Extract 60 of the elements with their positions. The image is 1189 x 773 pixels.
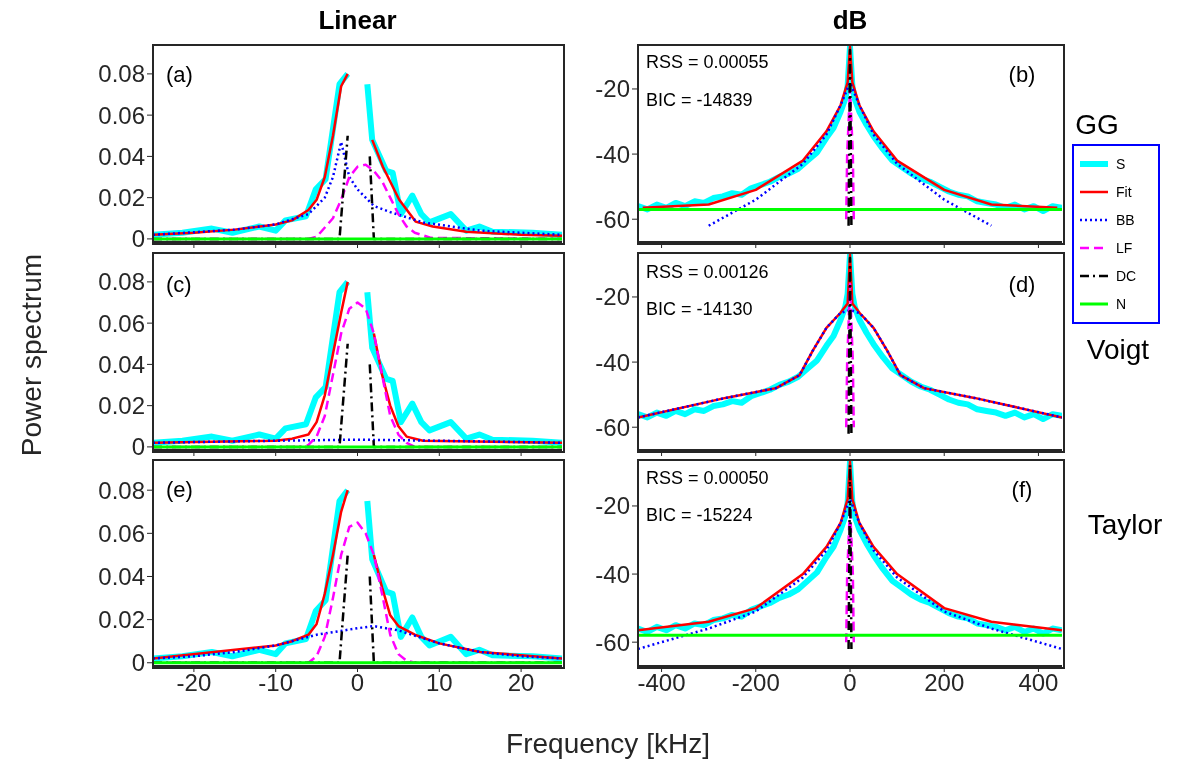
y-tick-label: -40 (595, 560, 630, 588)
chart-title: dB (831, 5, 869, 36)
y-tick-label: -20 (595, 283, 630, 311)
annotation: (b) (1008, 62, 1036, 88)
legend-label: LF (1116, 240, 1133, 256)
x-tick-label: 200 (924, 669, 965, 697)
y-tick-label: 0.08 (98, 268, 145, 296)
annotation: RSS = 0.00126 (646, 261, 769, 283)
annotation: (e) (166, 477, 193, 503)
y-tick-label: 0 (131, 649, 145, 677)
annotation: RSS = 0.00050 (646, 467, 769, 489)
y-tick-label: 0.06 (98, 309, 145, 337)
x-tick-label: 0 (843, 669, 857, 697)
x-tick-label: 400 (1018, 669, 1059, 697)
annotation: (d) (1008, 272, 1036, 298)
text: Taylor (1087, 509, 1163, 541)
x-tick-label: 0 (350, 669, 365, 697)
y-tick-label: 0 (131, 433, 145, 461)
annotation: (c) (166, 272, 192, 298)
y-tick-label: 0.04 (98, 142, 145, 170)
annotation: RSS = 0.00055 (646, 51, 769, 73)
y-tick-label: 0.04 (98, 563, 145, 590)
y-tick-label: -60 (595, 205, 630, 233)
text: GG (1075, 109, 1119, 141)
x-tick-label: 20 (507, 669, 535, 697)
y-tick-label: 0.08 (98, 60, 145, 88)
line-series (153, 624, 562, 660)
annotation: (f) (1011, 477, 1033, 503)
y-tick-label: 0.02 (98, 392, 145, 420)
y-tick-label: 0.02 (98, 184, 145, 212)
y-tick-label: 0.06 (98, 101, 145, 129)
y-tick-label: -40 (595, 140, 630, 168)
chart-title: Linear (317, 5, 398, 36)
y-tick-label: -60 (595, 413, 630, 441)
x-tick-label: -400 (637, 669, 686, 697)
x-tick-label: -10 (258, 669, 294, 697)
y-tick-label: 0.04 (98, 350, 145, 378)
y-axis-title: Power spectrum (16, 253, 48, 457)
legend-label: BB (1116, 212, 1135, 228)
y-tick-label: 0.06 (98, 519, 145, 547)
x-tick-label: 10 (425, 669, 453, 697)
x-tick-label: -20 (176, 669, 212, 697)
x-tick-label: -200 (731, 669, 780, 697)
y-tick-label: -20 (595, 492, 630, 520)
y-tick-label: 0.02 (98, 606, 145, 634)
text: Voigt (1086, 334, 1150, 366)
annotation: BIC = -14130 (646, 298, 753, 320)
legend-label: N (1116, 296, 1127, 312)
y-tick-label: -60 (595, 628, 630, 656)
legend-label: DC (1116, 268, 1137, 284)
y-tick-label: -20 (595, 75, 630, 103)
annotation: BIC = -14839 (646, 89, 753, 111)
legend-label: Fit (1116, 184, 1132, 200)
annotation: BIC = -15224 (646, 504, 753, 526)
legend-label: S (1116, 156, 1126, 172)
y-tick-label: 0.08 (98, 476, 145, 504)
y-tick-label: -40 (595, 348, 630, 376)
annotation: (a) (166, 62, 193, 88)
x-axis-title: Frequency [kHz] (506, 728, 710, 760)
y-tick-label: 0 (131, 225, 145, 253)
